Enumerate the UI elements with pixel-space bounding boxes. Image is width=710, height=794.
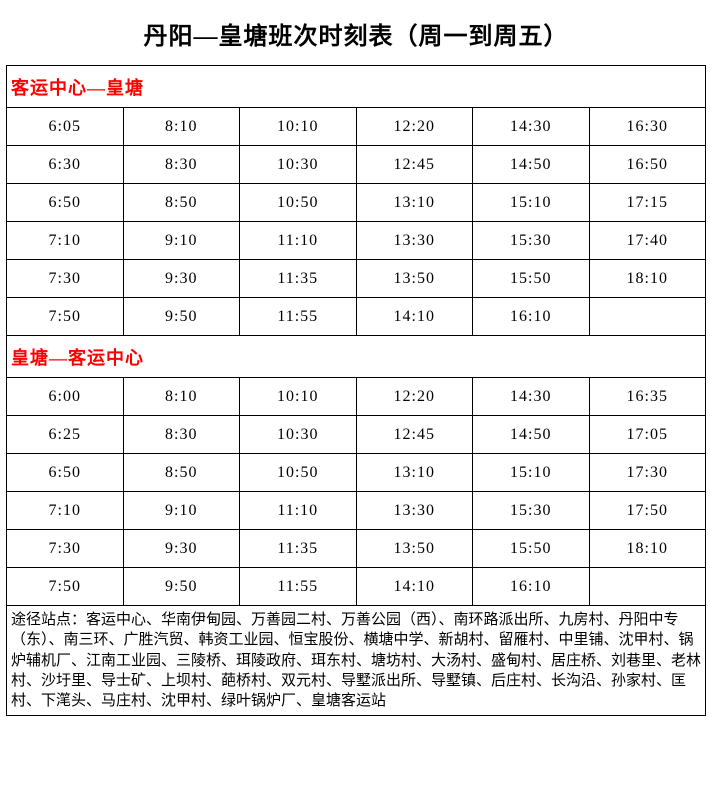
time-cell: 6:50	[7, 184, 124, 222]
time-cell	[589, 568, 706, 606]
time-cell: 9:30	[123, 530, 240, 568]
time-cell: 14:10	[356, 568, 473, 606]
time-cell: 9:50	[123, 568, 240, 606]
time-cell: 18:10	[589, 530, 706, 568]
time-cell: 12:20	[356, 378, 473, 416]
time-cell: 15:10	[473, 184, 590, 222]
time-cell: 13:10	[356, 454, 473, 492]
time-cell: 13:30	[356, 492, 473, 530]
time-cell: 9:30	[123, 260, 240, 298]
stops-footer: 途径站点：客运中心、华南伊甸园、万善园二村、万善公园（西）、南环路派出所、九房村…	[7, 606, 706, 716]
time-cell: 14:50	[473, 146, 590, 184]
time-cell: 10:30	[240, 146, 357, 184]
time-cell: 14:30	[473, 108, 590, 146]
time-cell: 18:10	[589, 260, 706, 298]
time-cell: 7:10	[7, 222, 124, 260]
time-cell: 6:50	[7, 454, 124, 492]
time-cell: 8:50	[123, 454, 240, 492]
time-cell: 16:30	[589, 108, 706, 146]
time-cell: 13:50	[356, 260, 473, 298]
time-cell: 11:55	[240, 298, 357, 336]
time-cell: 11:10	[240, 222, 357, 260]
time-cell: 10:50	[240, 454, 357, 492]
time-cell: 15:50	[473, 530, 590, 568]
section-header: 皇塘—客运中心	[7, 336, 706, 378]
time-cell: 12:45	[356, 146, 473, 184]
timetable: 客运中心—皇塘6:058:1010:1012:2014:3016:306:308…	[6, 65, 706, 716]
time-cell: 10:10	[240, 108, 357, 146]
time-cell: 17:40	[589, 222, 706, 260]
time-cell: 8:30	[123, 416, 240, 454]
time-cell: 12:45	[356, 416, 473, 454]
time-cell: 13:10	[356, 184, 473, 222]
time-cell: 6:00	[7, 378, 124, 416]
time-cell: 7:10	[7, 492, 124, 530]
time-cell: 11:35	[240, 260, 357, 298]
time-cell: 14:10	[356, 298, 473, 336]
time-cell: 13:30	[356, 222, 473, 260]
time-cell: 17:50	[589, 492, 706, 530]
time-cell: 16:35	[589, 378, 706, 416]
time-cell: 15:50	[473, 260, 590, 298]
time-cell: 6:25	[7, 416, 124, 454]
time-cell: 17:05	[589, 416, 706, 454]
time-cell: 14:50	[473, 416, 590, 454]
section-header: 客运中心—皇塘	[7, 66, 706, 108]
time-cell: 6:30	[7, 146, 124, 184]
time-cell: 16:50	[589, 146, 706, 184]
time-cell: 7:50	[7, 298, 124, 336]
time-cell: 17:15	[589, 184, 706, 222]
time-cell: 6:05	[7, 108, 124, 146]
time-cell: 9:50	[123, 298, 240, 336]
time-cell: 10:50	[240, 184, 357, 222]
time-cell: 7:30	[7, 530, 124, 568]
time-cell: 8:10	[123, 378, 240, 416]
time-cell: 8:10	[123, 108, 240, 146]
time-cell: 14:30	[473, 378, 590, 416]
time-cell: 12:20	[356, 108, 473, 146]
time-cell: 16:10	[473, 298, 590, 336]
time-cell: 7:30	[7, 260, 124, 298]
time-cell: 11:55	[240, 568, 357, 606]
time-cell: 10:30	[240, 416, 357, 454]
time-cell: 17:30	[589, 454, 706, 492]
time-cell: 9:10	[123, 492, 240, 530]
time-cell: 15:10	[473, 454, 590, 492]
time-cell: 15:30	[473, 222, 590, 260]
time-cell: 11:10	[240, 492, 357, 530]
page-title: 丹阳—皇塘班次时刻表（周一到周五）	[6, 6, 706, 65]
time-cell: 10:10	[240, 378, 357, 416]
time-cell: 9:10	[123, 222, 240, 260]
time-cell: 13:50	[356, 530, 473, 568]
time-cell: 15:30	[473, 492, 590, 530]
time-cell: 8:50	[123, 184, 240, 222]
timetable-wrapper: 丹阳—皇塘班次时刻表（周一到周五） 客运中心—皇塘6:058:1010:1012…	[6, 6, 706, 716]
time-cell: 11:35	[240, 530, 357, 568]
time-cell	[589, 298, 706, 336]
time-cell: 8:30	[123, 146, 240, 184]
time-cell: 7:50	[7, 568, 124, 606]
time-cell: 16:10	[473, 568, 590, 606]
